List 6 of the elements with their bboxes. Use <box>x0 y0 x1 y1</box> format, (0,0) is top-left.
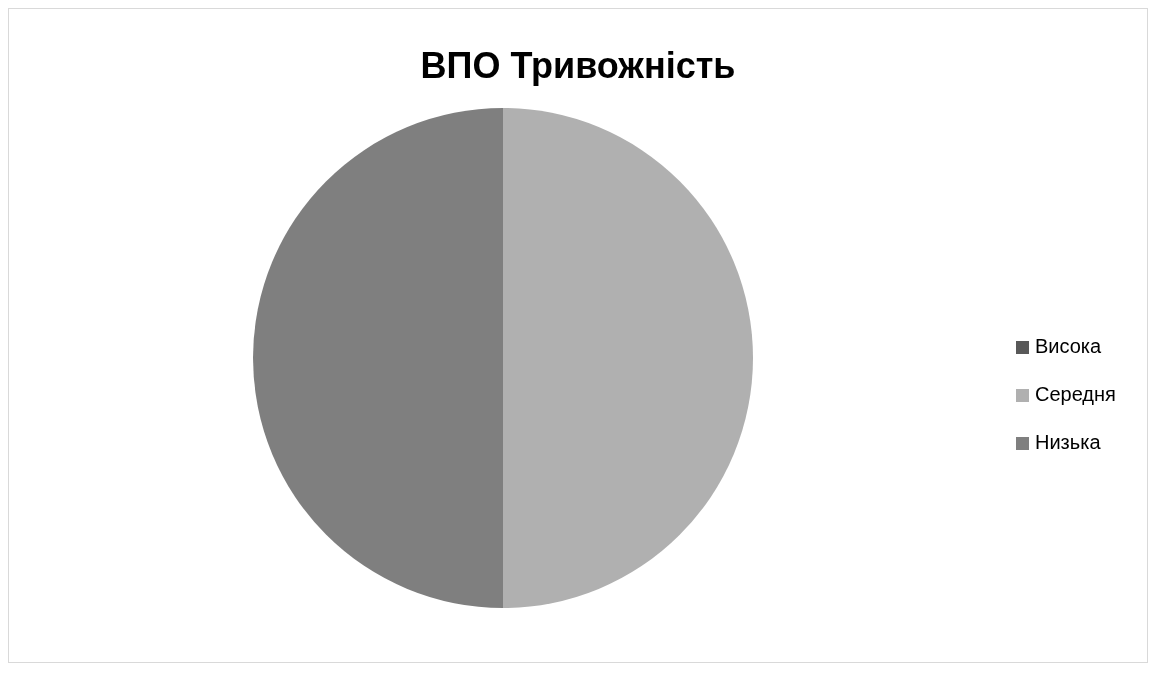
legend-label: Низька <box>1035 431 1102 453</box>
legend-label: Висока <box>1035 335 1103 357</box>
legend-label: Середня <box>1035 383 1116 405</box>
pie-slice <box>253 108 503 608</box>
chart-title: ВПО Тривожність <box>420 45 736 86</box>
pie-slice <box>503 108 753 608</box>
